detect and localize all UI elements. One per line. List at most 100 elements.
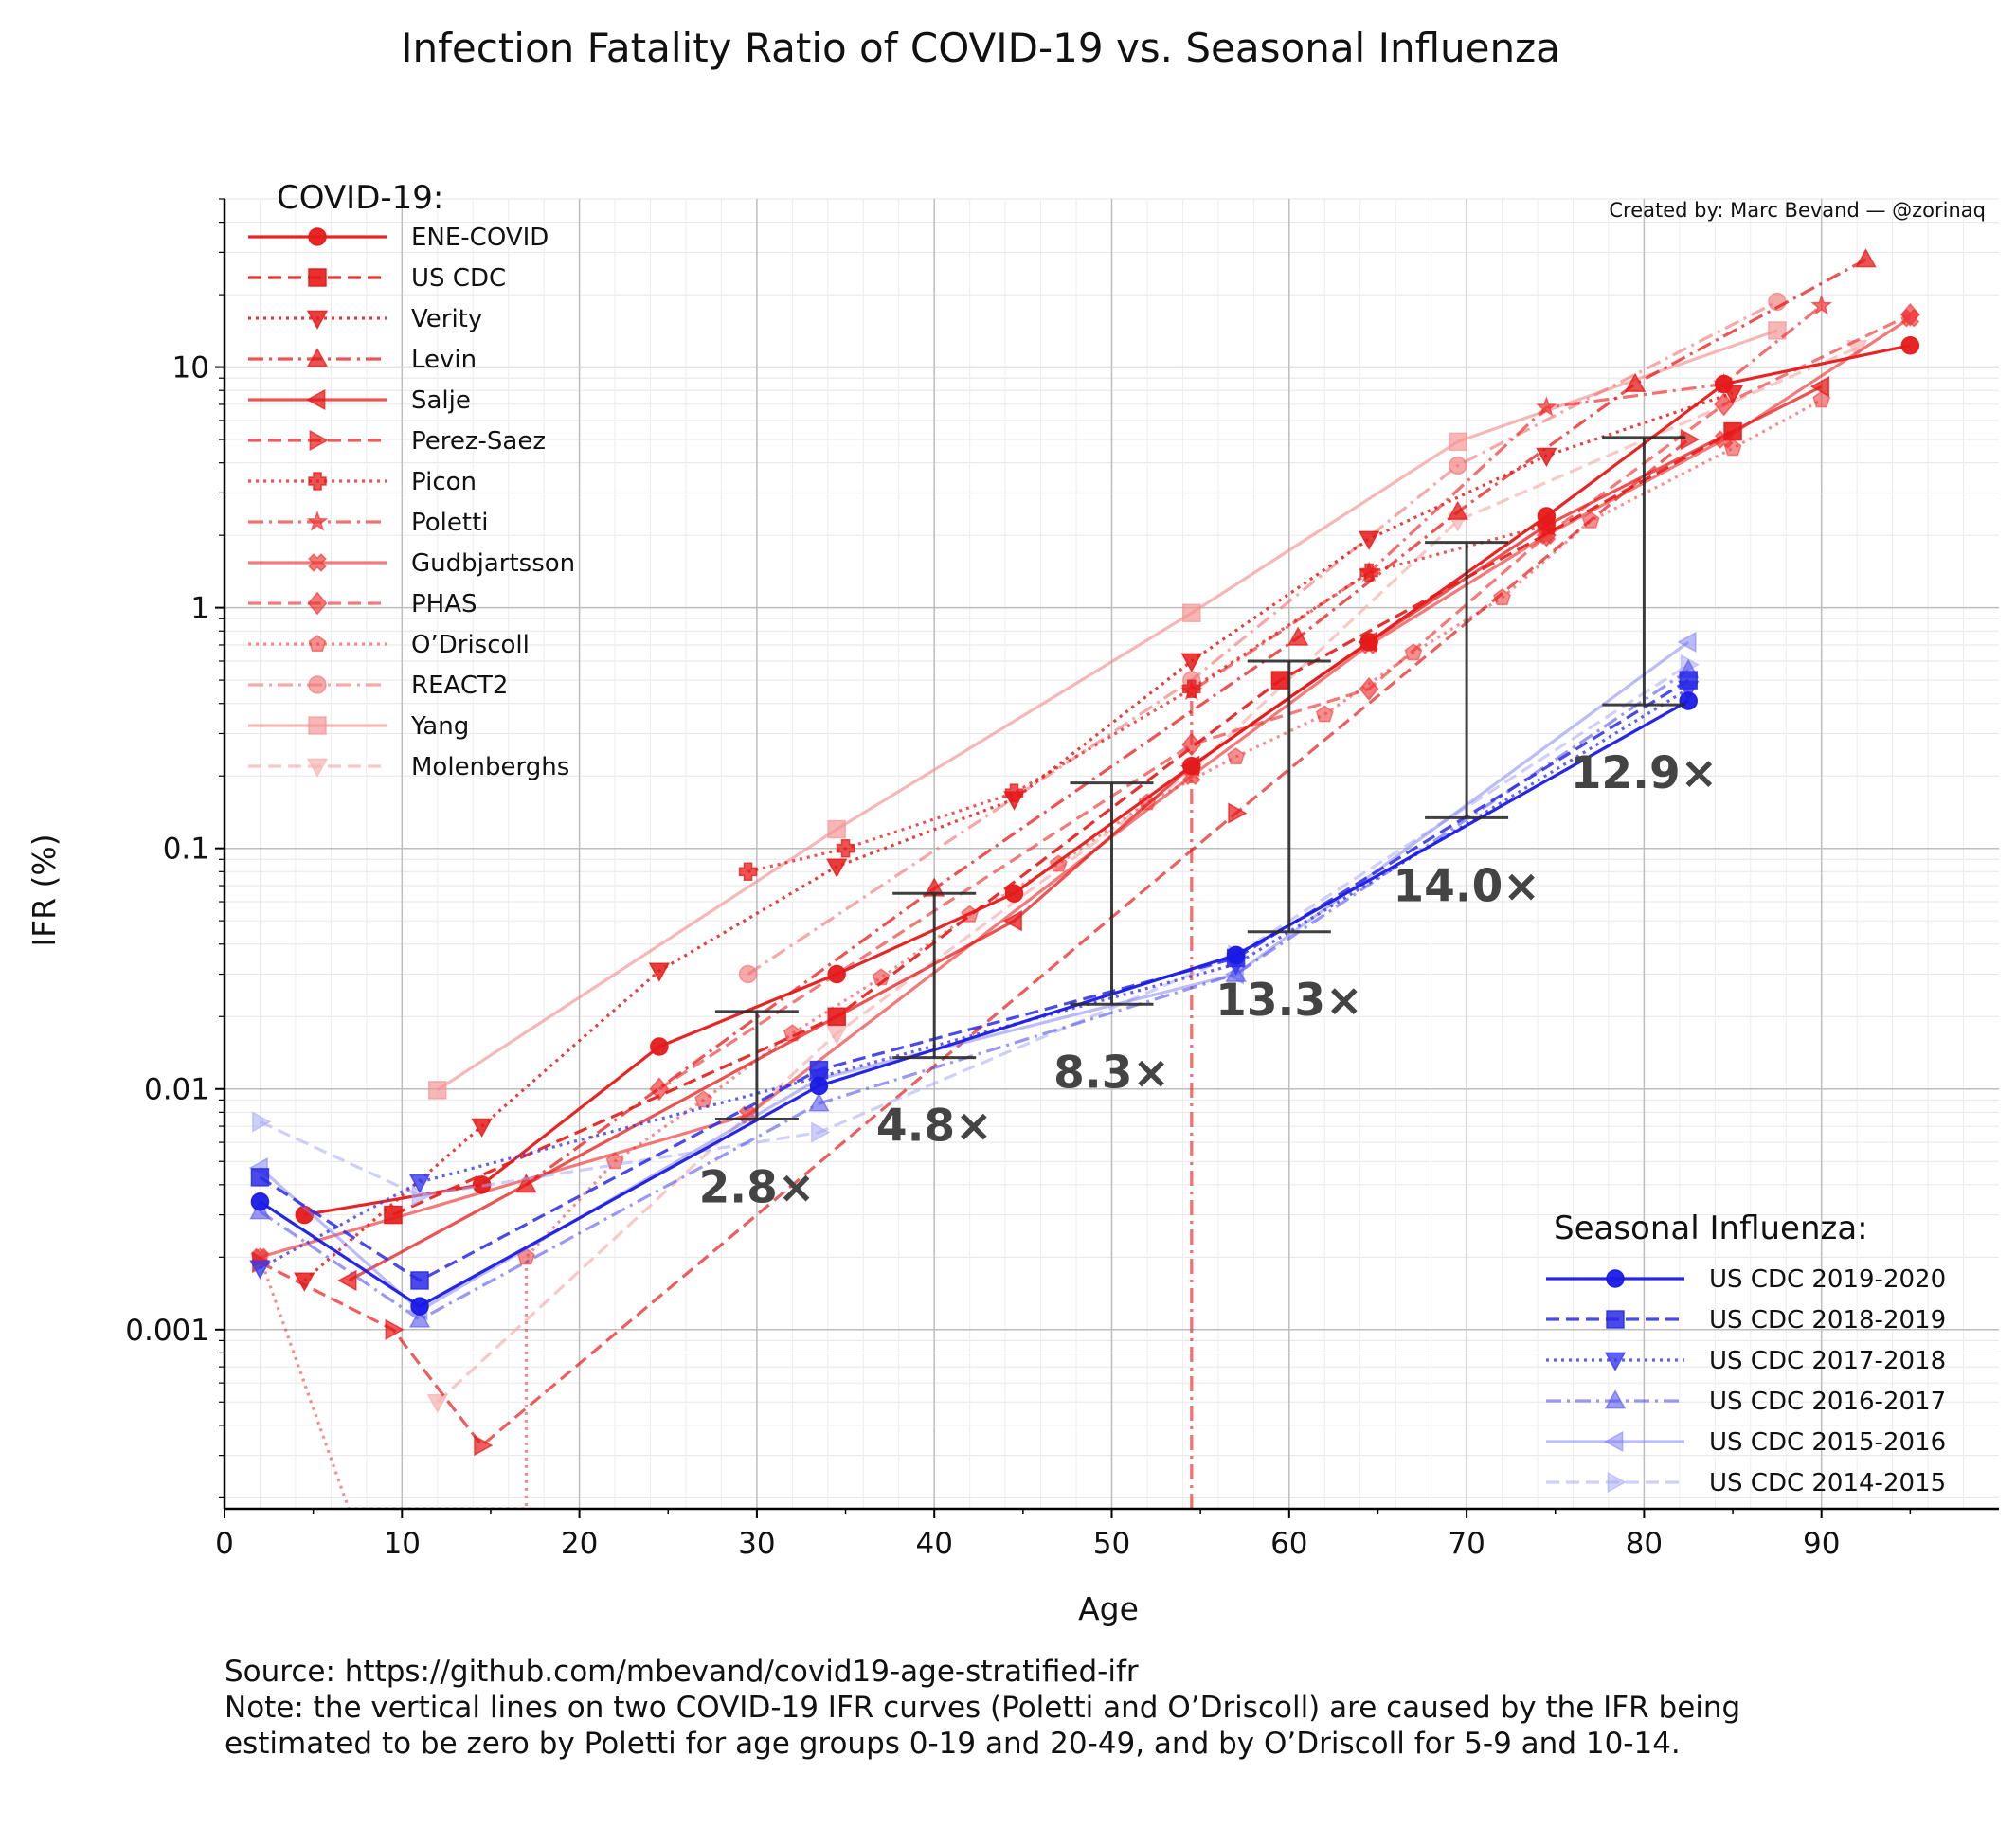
covid-point (650, 1037, 669, 1056)
covid-line (436, 329, 1778, 1092)
covid-legend-label: Verity (411, 305, 482, 333)
covid-point (826, 858, 848, 878)
flu-point (410, 1271, 429, 1290)
flu-legend-label: US CDC 2014-2015 (1709, 1469, 1946, 1497)
flu-legend-entry: US CDC 2014-2015 (1546, 1469, 1946, 1497)
covid-point (1447, 500, 1468, 520)
covid-point (1723, 421, 1742, 441)
covid-point (1900, 335, 1920, 355)
covid-point (738, 862, 758, 882)
covid-legend-marker (306, 510, 329, 531)
covid-line (259, 438, 1690, 1447)
x-tick-label: 10 (384, 1527, 421, 1561)
covid-point (1182, 679, 1201, 699)
covid-legend-marker (306, 388, 326, 411)
covid-point (1714, 374, 1734, 394)
flu-point (410, 1297, 429, 1316)
covid-point (1003, 791, 1025, 811)
covid-point (1448, 432, 1467, 452)
flu-point (1679, 671, 1698, 690)
covid-legend-label: Poletti (411, 509, 489, 537)
covid-point (1536, 447, 1557, 468)
covid-legend-marker (307, 591, 328, 616)
covid-line (303, 391, 1734, 1282)
ratio-range: 2.8× (699, 1010, 816, 1213)
x-tick-label: 80 (1626, 1527, 1663, 1561)
flu-legend-label: US CDC 2019-2020 (1709, 1265, 1946, 1294)
y-axis-label: IFR (%) (26, 833, 63, 946)
covid-line (525, 258, 1867, 1187)
ratio-annotations: 2.8× 4.8× 8.3× 13.3× 14.0× 12.9× (699, 436, 1718, 1213)
covid-point (1182, 603, 1201, 623)
flu-legend-marker (1606, 1269, 1625, 1288)
flu-legend-marker (1604, 1352, 1627, 1371)
covid-point (1358, 530, 1380, 550)
flu-legend-marker (1604, 1430, 1624, 1453)
flu-point (1679, 691, 1698, 710)
flu-point (408, 1308, 431, 1328)
covid-legend-entry: REACT2 (248, 672, 508, 700)
covid-legend-marker (306, 310, 329, 330)
covid-point (1537, 507, 1557, 526)
plot-series (248, 248, 1920, 1509)
covid-point (1002, 909, 1022, 932)
x-tick-label: 40 (915, 1527, 952, 1561)
covid-point (337, 1269, 357, 1292)
y-tick-label: 0.001 (125, 1314, 209, 1348)
flu-legend-marker (1607, 1471, 1627, 1494)
ratio-range: 12.9× (1571, 436, 1718, 799)
covid-point (1855, 248, 1877, 268)
covid-line (348, 385, 1823, 1282)
ratio-label: 4.8× (876, 1101, 993, 1153)
covid-legend-marker (308, 553, 327, 572)
covid-point (738, 964, 758, 984)
covid-legend-marker (306, 348, 329, 367)
covid-legend-title: COVID-19: (277, 179, 443, 217)
covid-point (1182, 756, 1201, 776)
covid-legend-entry: US CDC (248, 264, 506, 293)
flu-legend-entry: US CDC 2018-2019 (1546, 1306, 1946, 1335)
source-line: Source: https://github.com/mbevand/covid… (225, 1655, 1139, 1689)
covid-point (1714, 392, 1735, 417)
covid-legend-label: Molenberghs (411, 753, 569, 781)
covid-point (428, 1081, 447, 1100)
ratio-range: 8.3× (1053, 781, 1170, 1099)
covid-point (1228, 802, 1248, 824)
covid-legend-label: REACT2 (411, 672, 508, 700)
y-tick-label: 1 (190, 592, 209, 626)
ratio-label: 8.3× (1053, 1047, 1170, 1099)
flu-legend-label: US CDC 2016-2017 (1709, 1388, 1946, 1416)
y-tick-label: 10 (172, 351, 209, 385)
flu-point (249, 1260, 271, 1280)
covid-legend-entry: Molenberghs (248, 753, 569, 781)
y-tick-label: 0.1 (163, 833, 209, 867)
covid-point (827, 964, 846, 984)
covid-legend-label: Perez-Saez (411, 427, 546, 456)
covid-legend-label: ENE-COVID (411, 224, 549, 252)
ratio-label: 2.8× (699, 1161, 816, 1213)
covid-legend-label: Picon (411, 468, 477, 496)
x-tick-label: 20 (561, 1527, 598, 1561)
flu-legend-marker (1604, 1389, 1627, 1409)
covid-legend-entry: Gudbjartsson (248, 549, 575, 578)
y-tick-label: 0.01 (144, 1073, 209, 1107)
covid-point (1448, 456, 1467, 475)
flu-point (1677, 631, 1697, 654)
covid-point (385, 1318, 405, 1340)
covid-line (304, 344, 1911, 1217)
ratio-label: 13.3× (1215, 975, 1362, 1027)
series-covid-11 (294, 385, 1744, 1292)
covid-point (827, 1007, 846, 1027)
x-tick-label: 0 (215, 1527, 234, 1561)
covid-line (392, 430, 1734, 1217)
covid-point (1810, 294, 1833, 315)
covid-point (1004, 884, 1024, 903)
covid-legend-entry: Levin (248, 346, 477, 374)
series-covid-1 (428, 321, 1787, 1100)
covid-point (1624, 372, 1647, 392)
covid-point (294, 1272, 315, 1292)
covid-line (747, 524, 1547, 873)
flu-point (808, 1092, 830, 1112)
covid-point (1680, 428, 1701, 451)
